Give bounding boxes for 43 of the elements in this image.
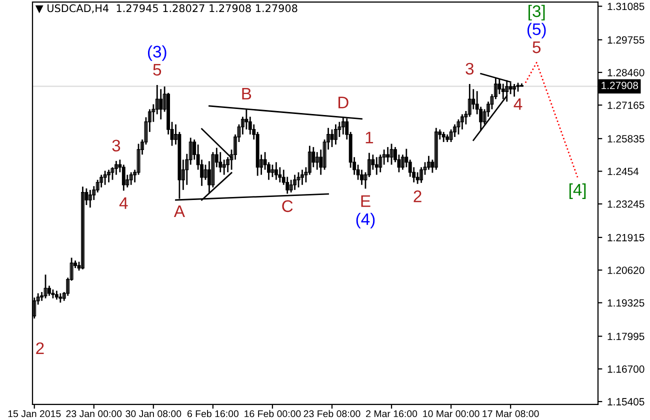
- x-tick-label: 15 Jan 2015: [8, 410, 61, 418]
- x-tick-label: 6 Feb 16:00: [187, 410, 239, 418]
- annotation: [3]: [528, 4, 545, 20]
- x-tick-label: 23 Feb 08:00: [304, 410, 360, 418]
- annotation: 4: [514, 98, 522, 110]
- annotation: 3: [466, 62, 474, 75]
- x-tick-label: 16 Feb 00:00: [244, 410, 301, 418]
- chart-title: ▼ USDCAD,H4 1.27945 1.28027 1.27908 1.27908: [35, 4, 298, 14]
- x-tick-label: 30 Jan 08:00: [126, 410, 182, 418]
- annotation: D: [338, 96, 348, 108]
- y-tick-label: 1.28460: [608, 68, 644, 76]
- annotation: C: [282, 200, 293, 212]
- annotation: 4: [119, 197, 128, 209]
- annotation: A: [174, 205, 185, 217]
- y-tick-label: 1.31085: [608, 2, 644, 10]
- y-tick-label: 1.27165: [608, 102, 644, 109]
- x-tick-label: 10 Mar 00:00: [423, 410, 480, 418]
- y-tick-label: 1.23245: [608, 200, 644, 208]
- annotation: (3): [148, 45, 166, 61]
- annotation: B: [242, 88, 252, 100]
- annotation: (5): [527, 22, 546, 38]
- y-tick-label: 1.19325: [608, 299, 644, 307]
- y-tick-label: 1.21915: [608, 234, 644, 242]
- y-tick-label: 1.16700: [608, 365, 644, 373]
- annotation: 1: [366, 132, 374, 144]
- annotation: (4): [356, 212, 375, 228]
- y-tick-label: 1.25835: [608, 135, 644, 142]
- annotation: [4]: [569, 183, 586, 199]
- y-tick-label: 1.17995: [608, 332, 644, 340]
- annotation: 2: [36, 342, 44, 354]
- annotation: E: [361, 195, 370, 207]
- annotation: 3: [112, 140, 120, 152]
- y-tick-label: 1.2454: [608, 168, 639, 176]
- x-tick-label: 2 Mar 16:00: [366, 410, 418, 418]
- x-tick-label: 17 Mar 08:00: [482, 410, 539, 418]
- y-tick-label: 1.29755: [608, 36, 644, 44]
- annotation: 5: [532, 42, 541, 54]
- y-tick-label: 1.15405: [608, 398, 644, 406]
- y-tick-label: 1.20620: [608, 266, 644, 274]
- x-tick-label: 23 Jan 00:00: [66, 410, 122, 418]
- annotation: 5: [153, 64, 162, 76]
- annotation: 2: [414, 190, 422, 202]
- ref-line-label: 1.27908: [602, 82, 638, 90]
